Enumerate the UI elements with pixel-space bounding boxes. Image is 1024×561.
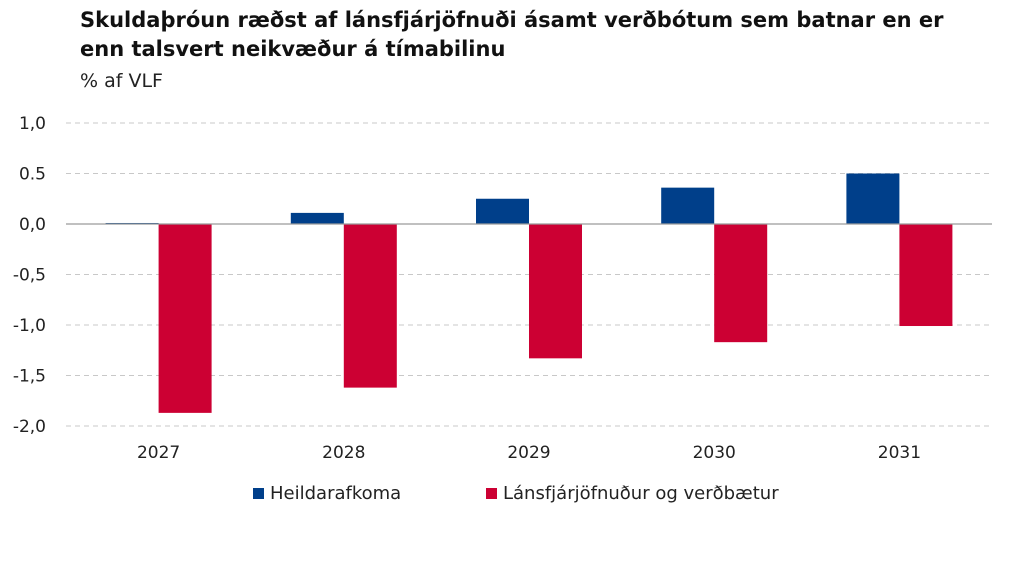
y-tick-label: -1,0 (13, 316, 46, 336)
legend-item-heildarafkoma: Heildarafkoma (253, 483, 401, 504)
y-tick-label: -2,0 (13, 417, 46, 437)
chart-subtitle: % af VLF (80, 70, 163, 92)
x-tick-label: 2031 (878, 443, 921, 463)
y-axis-ticks: 1,0 0.5 0,0 -0,5 -1,0 -1,5 -2,0 (13, 114, 46, 437)
x-tick-label: 2028 (322, 443, 365, 463)
y-tick-label: -1,5 (13, 367, 46, 387)
bar-heildarafkoma-2029 (476, 198, 529, 224)
bar-lansfjarjofnudur-2028 (343, 224, 397, 388)
legend-label-heildarafkoma: Heildarafkoma (270, 483, 402, 504)
bar-lansfjarjofnudur-2031 (899, 224, 953, 327)
x-tick-label: 2030 (693, 443, 736, 463)
bar-lansfjarjofnudur-2029 (529, 224, 582, 359)
y-tick-label: 0,0 (19, 215, 46, 235)
y-tick-label: 1,0 (19, 114, 46, 134)
legend-swatch-lansfjarjofnudur (486, 488, 497, 499)
bar-heildarafkoma-2030 (661, 187, 715, 224)
bar-heildarafkoma-2028 (290, 212, 344, 224)
legend-swatch-heildarafkoma (253, 488, 264, 499)
legend-item-lansfjarjofnudur: Lánsfjárjöfnuður og verðbætur (486, 483, 779, 504)
legend: Heildarafkoma Lánsfjárjöfnuður og verðbæ… (0, 483, 1024, 509)
y-tick-label: 0.5 (19, 165, 46, 185)
bars (105, 173, 953, 413)
x-tick-label: 2027 (137, 443, 180, 463)
legend-label-lansfjarjofnudur: Lánsfjárjöfnuður og verðbætur (503, 483, 779, 504)
x-axis-ticks: 2027 2028 2029 2030 2031 (137, 443, 921, 463)
x-tick-label: 2029 (507, 443, 550, 463)
bar-heildarafkoma-2031 (846, 173, 900, 224)
chart-title: Skuldaþróun ræðst af lánsfjárjöfnuði ása… (80, 8, 944, 61)
bar-lansfjarjofnudur-2027 (158, 224, 212, 413)
bar-lansfjarjofnudur-2030 (714, 224, 768, 343)
y-tick-label: -0,5 (13, 266, 46, 286)
